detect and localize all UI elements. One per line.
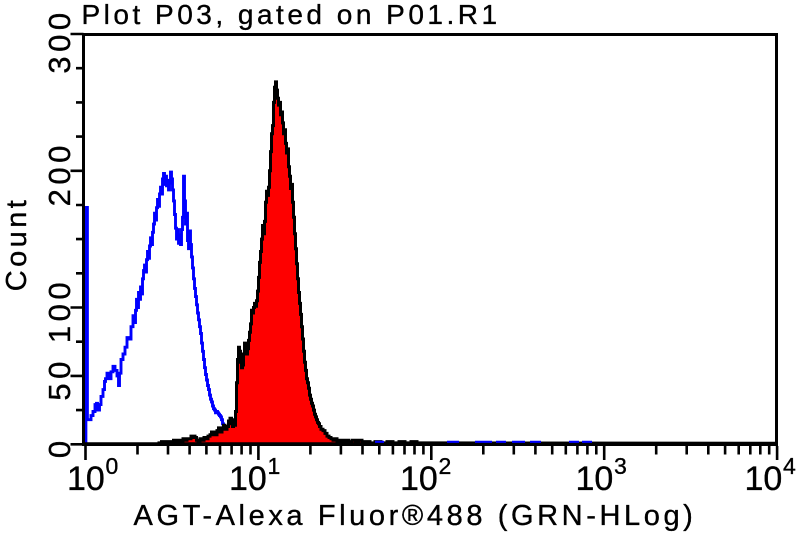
svg-text:Plot P03, gated on P01.R1: Plot P03, gated on P01.R1 [82, 0, 501, 30]
svg-text:200: 200 [42, 141, 77, 206]
svg-text:4: 4 [783, 453, 796, 479]
svg-text:Count: Count [1, 197, 33, 291]
svg-text:50: 50 [42, 357, 77, 400]
svg-text:300: 300 [42, 8, 77, 73]
svg-text:2: 2 [439, 453, 452, 479]
svg-text:0: 0 [106, 453, 119, 479]
svg-text:1: 1 [268, 453, 281, 479]
svg-text:10: 10 [229, 460, 267, 498]
svg-text:10: 10 [576, 460, 614, 498]
svg-text:0: 0 [42, 436, 77, 458]
svg-text:3: 3 [614, 453, 627, 479]
svg-text:10: 10 [745, 460, 783, 498]
svg-text:10: 10 [67, 460, 105, 498]
svg-text:100: 100 [42, 278, 77, 343]
svg-text:AGT-Alexa Fluor®488 (GRN-HLog): AGT-Alexa Fluor®488 (GRN-HLog) [134, 500, 697, 532]
svg-text:10: 10 [400, 460, 438, 498]
